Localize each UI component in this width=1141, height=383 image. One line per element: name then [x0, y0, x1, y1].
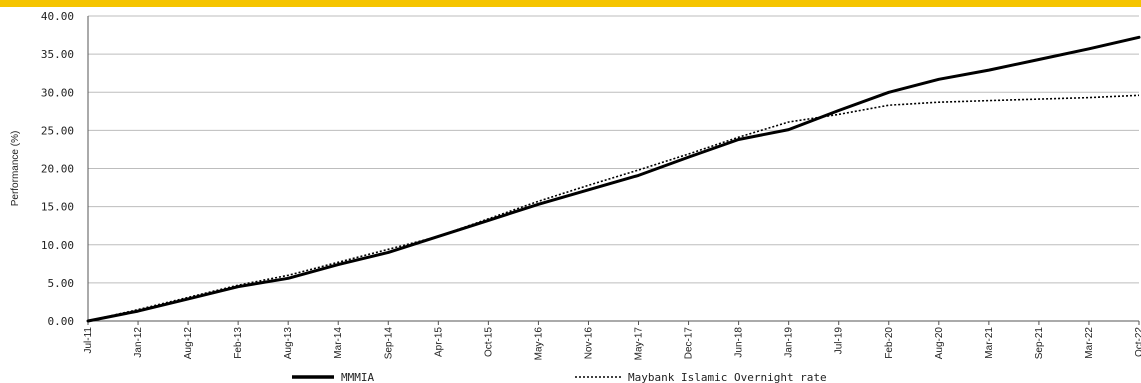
grid-lines [87, 15, 1139, 322]
y-tick-label: 15.00 [41, 201, 74, 214]
legend: MMMIA Maybank Islamic Overnight rate [292, 371, 827, 383]
x-tick-label: Feb-13 [233, 327, 244, 359]
y-tick-label: 10.00 [41, 239, 74, 252]
y-tick-label: 25.00 [41, 124, 74, 137]
legend-label-1: Maybank Islamic Overnight rate [628, 371, 827, 383]
x-tick-label: May-17 [634, 327, 645, 361]
x-tick-label: Jan-19 [784, 327, 795, 358]
x-tick-label: Jun-18 [734, 327, 745, 358]
x-tick-label: Aug-20 [934, 327, 945, 360]
series-line-1 [87, 94, 1140, 322]
top-accent-bar [0, 0, 1141, 7]
y-tick-labels: 0.00 5.00 10.00 15.00 20.00 25.00 30.00 35.00 40… [41, 10, 74, 328]
y-tick-label: 35.00 [41, 48, 74, 61]
series-lines [86, 35, 1141, 323]
x-tick-label: Nov-16 [583, 327, 594, 360]
legend-label-0: MMMIA [341, 371, 374, 383]
x-tick-label: Mar-21 [984, 327, 995, 359]
y-tick-label: 30.00 [41, 86, 74, 99]
x-tick-label: Mar-14 [333, 327, 344, 359]
x-tick-label: Feb-20 [884, 327, 895, 359]
y-tick-label: 0.00 [48, 315, 75, 328]
x-tick-label: Oct-15 [483, 327, 494, 357]
x-tick-label: Aug-12 [183, 327, 194, 360]
x-tick-label: May-16 [533, 327, 544, 361]
x-tick-label: Jul-19 [834, 327, 845, 355]
y-tick-label: 20.00 [41, 163, 74, 176]
x-tick-label: Apr-15 [433, 327, 444, 357]
y-tick-label: 5.00 [48, 277, 75, 290]
y-axis-title: Performance (%) [10, 131, 21, 207]
x-tick-label: Sep-21 [1034, 327, 1045, 360]
x-tick-label: Jan-12 [133, 327, 144, 358]
x-tick-label: Jul-11 [83, 327, 94, 354]
y-tick-label: 40.00 [41, 10, 74, 23]
x-tick-label: Dec-17 [684, 327, 695, 360]
x-tick-labels: Jul-11 Jan-12 Aug-12 Feb-13 Aug-13 Mar-14 Sep-… [83, 321, 1141, 360]
x-tick-label: Oct-22 [1134, 327, 1141, 357]
x-tick-label: Aug-13 [283, 327, 294, 360]
x-tick-label: Sep-14 [383, 327, 394, 360]
series-line-0 [86, 35, 1141, 323]
x-tick-label: Mar-22 [1084, 327, 1095, 359]
